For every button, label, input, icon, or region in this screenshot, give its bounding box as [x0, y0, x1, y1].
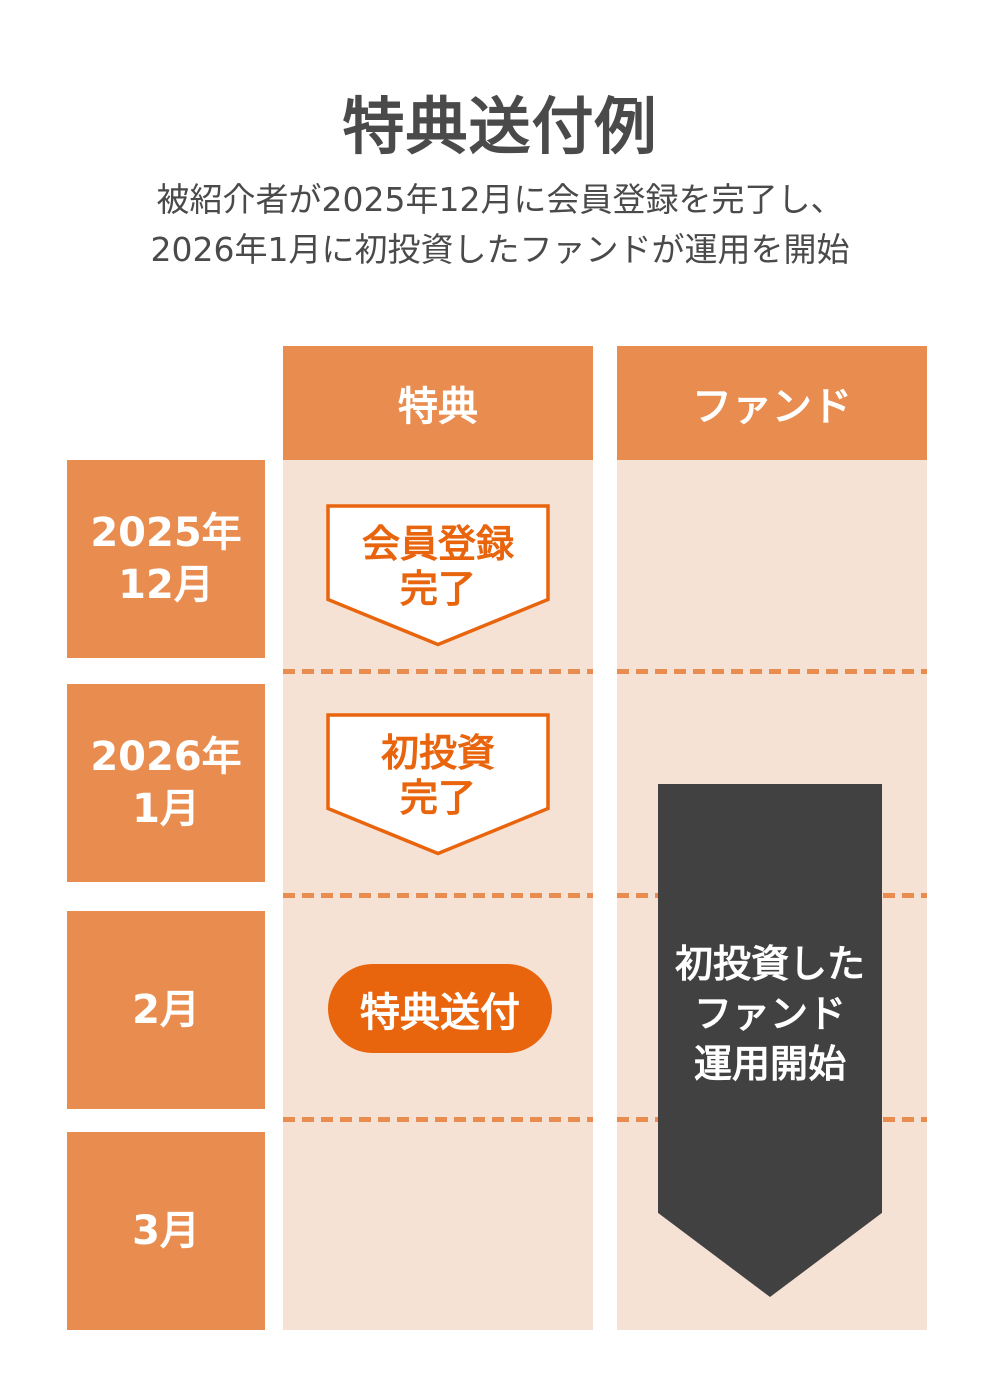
month-divider-dashed-line [617, 669, 927, 674]
month-divider-dashed-line [283, 669, 593, 674]
month-label-mar: 3月 [67, 1132, 265, 1330]
registration-complete-badge-label: 会員登録 完了 [361, 521, 514, 611]
benefit-column-header-label: 特典 [398, 384, 478, 430]
fund-operation-start-arrow: 初投資した ファンド 運用開始 [658, 784, 882, 1297]
first-investment-complete-badge: 初投資 完了 [326, 713, 550, 856]
down-arrow-badge-shape [326, 713, 550, 856]
month-label-feb: 2月 [67, 911, 265, 1109]
fund-operation-start-label: 初投資した ファンド 運用開始 [674, 942, 865, 1086]
down-arrow-badge-shape [326, 504, 550, 647]
benefit-column-header: 特典 [283, 346, 593, 460]
benefit-sent-pill-label: 特典送付 [360, 989, 520, 1036]
month-label-2025-12: 2025年 12月 [67, 460, 265, 658]
fund-column-header: ファンド [617, 346, 927, 460]
month-divider-dashed-line [283, 1117, 593, 1122]
benefit-sent-pill: 特典送付 [328, 964, 552, 1053]
first-investment-complete-badge-label: 初投資 完了 [380, 730, 495, 820]
month-label-2026-01: 2026年 1月 [67, 684, 265, 882]
fund-column-header-label: ファンド [692, 384, 852, 430]
month-divider-dashed-line [283, 893, 593, 898]
page-subtitle: 被紹介者が2025年12月に会員登録を完了し、 2026年1月に初投資したファン… [150, 180, 850, 269]
page-title: 特典送付例 [342, 90, 658, 163]
registration-complete-badge: 会員登録 完了 [326, 504, 550, 647]
